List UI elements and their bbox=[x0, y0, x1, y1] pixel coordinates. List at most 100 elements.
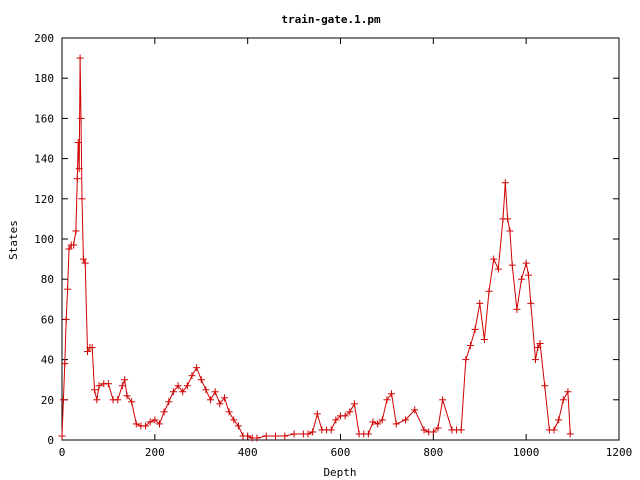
data-point bbox=[290, 430, 298, 438]
data-point bbox=[169, 388, 177, 396]
data-point bbox=[346, 408, 354, 416]
data-point bbox=[531, 356, 539, 364]
data-point bbox=[88, 344, 96, 352]
data-point bbox=[457, 426, 465, 434]
data-point bbox=[383, 396, 391, 404]
data-point bbox=[501, 179, 509, 187]
x-tick-label: 600 bbox=[331, 446, 351, 459]
y-tick-label: 140 bbox=[34, 153, 54, 166]
data-point bbox=[151, 416, 159, 424]
data-point bbox=[75, 165, 83, 173]
data-point bbox=[388, 390, 396, 398]
data-point bbox=[74, 139, 82, 147]
data-point bbox=[165, 398, 173, 406]
data-point bbox=[374, 420, 382, 428]
data-point bbox=[550, 426, 558, 434]
data-point bbox=[253, 434, 261, 442]
data-point bbox=[313, 410, 321, 418]
data-point bbox=[262, 432, 270, 440]
data-point bbox=[216, 400, 224, 408]
data-point bbox=[522, 259, 530, 267]
data-point bbox=[93, 396, 101, 404]
data-point bbox=[146, 418, 154, 426]
x-tick-label: 1000 bbox=[513, 446, 540, 459]
y-tick-label: 160 bbox=[34, 112, 54, 125]
data-point bbox=[179, 388, 187, 396]
x-tick-label: 200 bbox=[145, 446, 165, 459]
data-point bbox=[207, 396, 215, 404]
data-point bbox=[121, 376, 129, 384]
data-point bbox=[490, 255, 498, 263]
data-point bbox=[244, 432, 252, 440]
series-markers bbox=[58, 54, 574, 442]
data-point bbox=[392, 420, 400, 428]
data-point bbox=[420, 426, 428, 434]
data-point bbox=[494, 265, 502, 273]
y-tick-label: 120 bbox=[34, 193, 54, 206]
data-point bbox=[79, 255, 87, 263]
data-point bbox=[369, 418, 377, 426]
data-point bbox=[202, 386, 210, 394]
data-point bbox=[77, 114, 85, 122]
data-point bbox=[174, 382, 182, 390]
data-point bbox=[128, 398, 136, 406]
data-point bbox=[272, 432, 280, 440]
x-tick-label: 400 bbox=[238, 446, 258, 459]
y-tick-label: 40 bbox=[41, 354, 54, 367]
x-tick-label: 0 bbox=[59, 446, 66, 459]
data-point bbox=[62, 315, 70, 323]
data-point bbox=[73, 175, 81, 183]
data-point bbox=[95, 382, 103, 390]
data-point bbox=[364, 430, 372, 438]
data-point bbox=[234, 422, 242, 430]
data-point bbox=[378, 416, 386, 424]
x-axis-label: Depth bbox=[323, 466, 356, 479]
data-point bbox=[225, 408, 233, 416]
data-point bbox=[160, 408, 168, 416]
data-point bbox=[72, 227, 80, 235]
data-point bbox=[90, 386, 98, 394]
data-point bbox=[118, 382, 126, 390]
data-point bbox=[70, 241, 78, 249]
data-point bbox=[142, 422, 150, 430]
data-point bbox=[123, 392, 131, 400]
data-point bbox=[536, 340, 544, 348]
data-point bbox=[518, 275, 526, 283]
data-point bbox=[566, 430, 574, 438]
data-point bbox=[76, 54, 84, 62]
data-point bbox=[65, 245, 73, 253]
data-point bbox=[78, 195, 86, 203]
data-point bbox=[64, 285, 72, 293]
data-point bbox=[513, 305, 521, 313]
data-point bbox=[434, 424, 442, 432]
data-point bbox=[534, 344, 542, 352]
data-point bbox=[524, 271, 532, 279]
data-point bbox=[429, 428, 437, 436]
data-point bbox=[304, 430, 312, 438]
y-tick-label: 20 bbox=[41, 394, 54, 407]
x-axis-ticks: 0 200 400 600 800 1000 1200 bbox=[59, 38, 632, 459]
data-point bbox=[401, 416, 409, 424]
data-point bbox=[104, 380, 112, 388]
y-axis-label: States bbox=[7, 220, 20, 260]
data-point bbox=[527, 299, 535, 307]
data-point bbox=[183, 382, 191, 390]
data-point bbox=[230, 416, 238, 424]
plot-frame bbox=[61, 37, 620, 441]
data-point bbox=[309, 428, 317, 436]
data-point bbox=[480, 336, 488, 343]
y-tick-label: 200 bbox=[34, 32, 54, 45]
data-point bbox=[564, 388, 572, 396]
y-tick-label: 180 bbox=[34, 72, 54, 85]
data-point bbox=[508, 261, 516, 269]
data-point bbox=[59, 396, 67, 404]
data-point bbox=[211, 388, 219, 396]
data-point bbox=[281, 432, 289, 440]
x-tick-label: 800 bbox=[423, 446, 443, 459]
chart-title: train-gate.1.pm bbox=[281, 13, 381, 26]
y-tick-label: 60 bbox=[41, 313, 54, 326]
data-point bbox=[471, 325, 479, 333]
series-line bbox=[61, 58, 571, 439]
data-point bbox=[504, 215, 512, 223]
